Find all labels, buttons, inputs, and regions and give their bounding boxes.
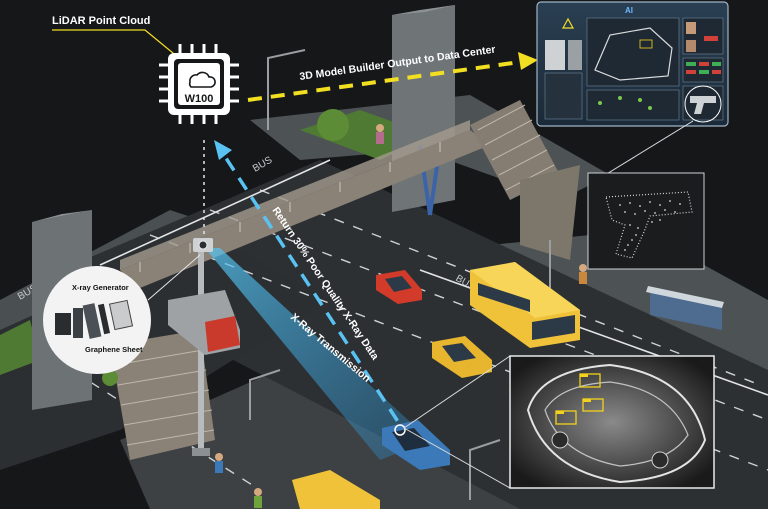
lidar-label: LiDAR Point Cloud	[52, 15, 150, 27]
tree-left	[102, 370, 118, 386]
taxi	[432, 336, 492, 378]
model-output-arrowhead	[518, 52, 538, 70]
red-truck	[168, 290, 240, 355]
data-center-dashboard: AI	[536, 1, 729, 127]
xray-car-inset	[509, 355, 715, 489]
graphene-sheet-label: Graphene Sheet	[85, 345, 143, 354]
bus-bottom	[292, 470, 380, 509]
pointcloud-leader	[604, 120, 694, 176]
xray-generator-callout: X-ray Generator Graphene Sheet	[43, 266, 151, 374]
dashboard-gun-icon	[690, 96, 716, 114]
face-avatar	[686, 22, 696, 34]
blue-car	[382, 420, 450, 470]
red-car	[376, 270, 422, 304]
camera-pole	[192, 238, 213, 456]
callout-leader-line	[147, 254, 201, 301]
street-lamps	[249, 49, 551, 500]
dashboard-logo: AI	[625, 6, 633, 15]
target-ring	[394, 424, 406, 436]
cloud-icon	[188, 71, 216, 88]
gun-zoom-circle	[684, 85, 722, 123]
xray-inset-leader-2	[403, 427, 511, 489]
tree-top	[317, 109, 349, 141]
xray-inset-leader	[403, 355, 511, 429]
xray-beam	[205, 248, 430, 460]
bus-stop-shelter	[646, 286, 724, 330]
microchip-icon: W100	[159, 44, 239, 124]
detection-box-1	[579, 373, 601, 388]
dashboard-detection-box	[639, 39, 653, 49]
xray-generator-label: X-ray Generator	[72, 283, 129, 292]
handgun-point-cloud-icon	[605, 191, 693, 259]
xray-generator-icon	[55, 313, 71, 335]
lidar-camera-icon	[198, 240, 208, 250]
detection-box-2	[582, 398, 604, 412]
point-cloud-inset	[587, 172, 705, 270]
pedestrians	[215, 124, 587, 508]
return-data-arrow-line	[220, 151, 412, 441]
chip-label: W100	[185, 93, 214, 105]
grass-left	[0, 320, 40, 375]
detection-box-3	[555, 410, 577, 425]
return-data-arrowhead	[214, 140, 232, 160]
bus	[470, 262, 580, 348]
warning-icon	[561, 17, 575, 29]
